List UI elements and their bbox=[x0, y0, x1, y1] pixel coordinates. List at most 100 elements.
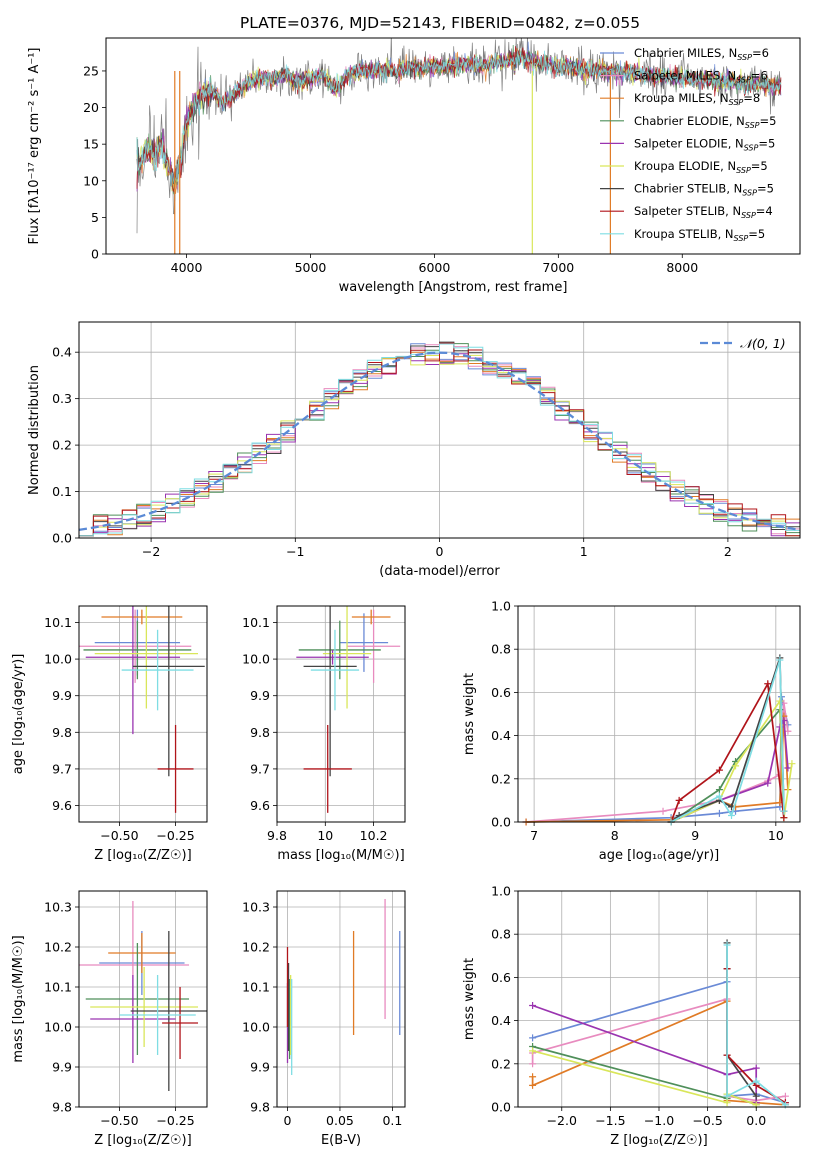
weight-point-salpeter-miles bbox=[529, 1060, 537, 1068]
legend-text: Salpeter MILES, N bbox=[634, 69, 736, 83]
x-tick-label: 9.8 bbox=[267, 828, 287, 843]
legend-text: Chabrier STELIB, N bbox=[634, 182, 742, 196]
x-tick-label: 2 bbox=[724, 544, 732, 559]
x-tick-label: 5000 bbox=[295, 260, 327, 275]
y-axis-label: mass weight bbox=[462, 958, 477, 1040]
axes-frame bbox=[78, 605, 208, 823]
x-tick-label: −2 bbox=[142, 544, 160, 559]
legend-label-kroupa-stelib: Kroupa STELIB, NSSP=5 bbox=[634, 227, 765, 243]
legend-count: =5 bbox=[760, 114, 777, 128]
x-axis-label: age [log₁₀(age/yr)] bbox=[599, 848, 720, 863]
axes-frame bbox=[78, 890, 208, 1108]
spectra-group bbox=[136, 38, 782, 254]
weight-point-chabrier-stelib bbox=[752, 1092, 760, 1100]
weight-point-kroupa-stelib bbox=[723, 941, 731, 949]
y-axis-label: mass [log₁₀(M/M☉)] bbox=[11, 935, 26, 1062]
x-axis-label: wavelength [Angstrom, rest frame] bbox=[339, 280, 568, 295]
legend-subscript: SSP bbox=[737, 53, 752, 62]
y-tick-label: 9.9 bbox=[250, 688, 270, 703]
mass-weight-vs-age-panel: 7 8 9 10 0.0 0.2 0.4 0.6 0.8 1.0 age [log₁₀(age/yr… bbox=[462, 599, 801, 863]
x-tick-label: 9 bbox=[691, 828, 699, 843]
y-tick-label: 9.8 bbox=[52, 1100, 72, 1115]
y-tick-label: 15 bbox=[83, 137, 99, 152]
axes-frame bbox=[276, 605, 406, 823]
legend-label-chabrier-stelib: Chabrier STELIB, NSSP=5 bbox=[634, 182, 774, 198]
model-spectrum-chabrier-stelib bbox=[136, 48, 782, 187]
axes-frame bbox=[105, 37, 801, 255]
x-tick-label: 0 bbox=[436, 544, 444, 559]
legend-text: Salpeter STELIB, N bbox=[634, 204, 741, 218]
age-vs-mass-panel: 9.8 10 10.2 9.6 9.7 9.8 9.9 10.0 10.1 mass [log₁₀… bbox=[242, 605, 406, 863]
axes-frame bbox=[276, 890, 406, 1108]
weight-point-salpeter-elodie bbox=[529, 1001, 537, 1009]
y-tick-label: 20 bbox=[83, 100, 99, 115]
errorbars-group bbox=[286, 899, 401, 1075]
weight-line-salpeter-stelib bbox=[670, 681, 785, 823]
y-tick-label: 0.6 bbox=[491, 970, 511, 985]
x-tick-label: −0.25 bbox=[156, 1113, 194, 1128]
weight-point-salpeter-elodie bbox=[784, 764, 792, 772]
weight-point-kroupa-miles bbox=[529, 1081, 537, 1089]
legend-label-kroupa-miles: Kroupa MILES, NSSP=8 bbox=[634, 91, 760, 107]
weight-line-kroupa-stelib bbox=[726, 945, 786, 1106]
y-tick-label: 9.8 bbox=[52, 725, 72, 740]
y-tick-label: 10.1 bbox=[242, 980, 270, 995]
y-tick-label: 0.2 bbox=[491, 1056, 511, 1071]
y-tick-label: 0.3 bbox=[52, 391, 72, 406]
weight-point-salpeter-elodie bbox=[752, 1064, 760, 1072]
y-tick-label: 9.7 bbox=[52, 761, 72, 776]
x-tick-label: 0.05 bbox=[326, 1113, 354, 1128]
x-axis-label: Z [log₁₀(Z/Z☉)] bbox=[94, 1133, 191, 1148]
y-tick-label: 10.0 bbox=[242, 652, 270, 667]
figure-title: PLATE=0376, MJD=52143, FIBERID=0482, z=0… bbox=[240, 14, 640, 32]
y-tick-label: 0.4 bbox=[52, 345, 72, 360]
y-tick-label: 9.7 bbox=[250, 761, 270, 776]
y-tick-label: 0.8 bbox=[491, 642, 511, 657]
legend-count: =5 bbox=[757, 182, 774, 196]
weight-point-salpeter-stelib bbox=[780, 814, 788, 822]
y-axis-label: age [log₁₀(age/yr)] bbox=[11, 654, 26, 775]
y-tick-label: 0.1 bbox=[52, 484, 72, 499]
x-tick-label: 8000 bbox=[666, 260, 698, 275]
legend-text: Kroupa STELIB, N bbox=[634, 227, 734, 241]
x-tick-label: 4000 bbox=[171, 260, 203, 275]
legend-subscript: SSP bbox=[742, 189, 757, 198]
legend-label-salpeter-miles: Salpeter MILES, NSSP=6 bbox=[634, 69, 768, 85]
y-tick-label: 9.8 bbox=[250, 1100, 270, 1115]
legend-count: =6 bbox=[751, 69, 768, 83]
legend-text: Kroupa ELODIE, N bbox=[634, 159, 736, 173]
weight-line-kroupa-miles bbox=[526, 716, 789, 823]
weight-point-kroupa-miles bbox=[529, 1073, 537, 1081]
x-tick-label: −1.5 bbox=[595, 1113, 625, 1128]
y-tick-label: 0.2 bbox=[491, 771, 511, 786]
x-tick-label: 10 bbox=[317, 828, 333, 843]
y-tick-label: 9.9 bbox=[52, 688, 72, 703]
y-tick-label: 10 bbox=[83, 173, 99, 188]
legend-subscript: SSP bbox=[734, 234, 749, 243]
x-tick-label: 6000 bbox=[419, 260, 451, 275]
model-spectrum-kroupa-stelib bbox=[136, 50, 782, 187]
legend-subscript: SSP bbox=[729, 98, 744, 107]
weight-point-kroupa-elodie bbox=[776, 697, 784, 705]
legend-label-chabrier-miles: Chabrier MILES, NSSP=6 bbox=[634, 46, 769, 62]
legend-label-salpeter-elodie: Salpeter ELODIE, NSSP=5 bbox=[634, 136, 775, 152]
legend-subscript: SSP bbox=[736, 166, 751, 175]
weight-point-kroupa-elodie bbox=[529, 1047, 537, 1055]
y-tick-label: 0.0 bbox=[491, 1100, 511, 1115]
weight-point-kroupa-stelib bbox=[752, 1077, 760, 1085]
x-tick-label: 10 bbox=[768, 828, 784, 843]
y-tick-label: 9.6 bbox=[52, 798, 72, 813]
legend-count: =5 bbox=[758, 136, 775, 150]
y-tick-label: 10.2 bbox=[242, 940, 270, 955]
weight-point-salpeter-stelib bbox=[764, 680, 772, 688]
weight-point-salpeter-miles bbox=[659, 807, 667, 815]
x-tick-label: −1.0 bbox=[644, 1113, 674, 1128]
errorbars-group bbox=[79, 606, 205, 813]
y-tick-label: 1.0 bbox=[491, 884, 511, 899]
legend-text: Kroupa MILES, N bbox=[634, 91, 729, 105]
y-axis-label: mass weight bbox=[462, 673, 477, 755]
legend-subscript: SSP bbox=[744, 143, 759, 152]
y-tick-label: 10.3 bbox=[44, 900, 72, 915]
weight-point-salpeter-miles bbox=[781, 1092, 789, 1100]
